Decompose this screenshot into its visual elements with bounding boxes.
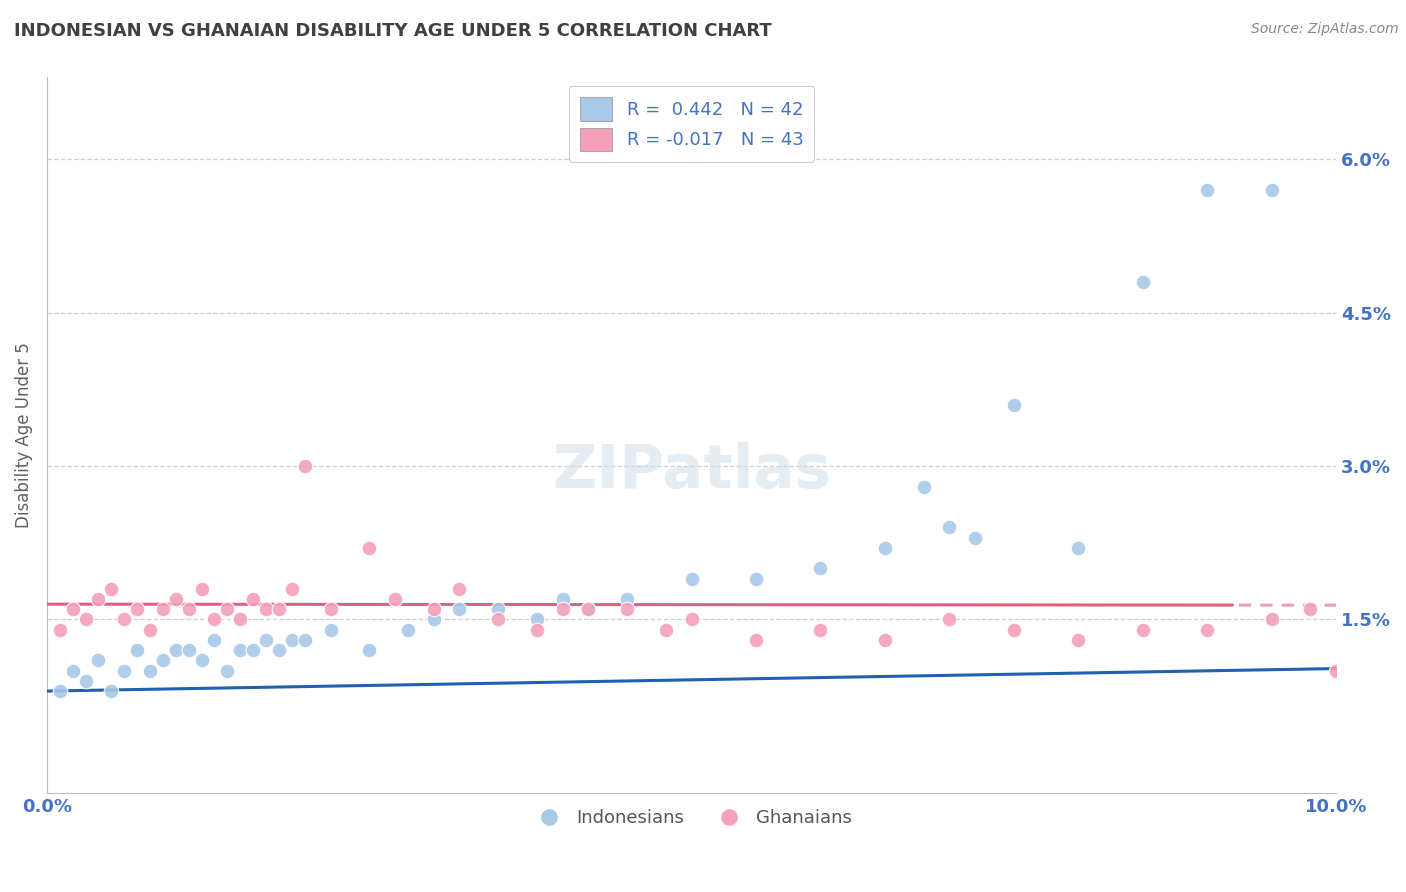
Y-axis label: Disability Age Under 5: Disability Age Under 5 [15,343,32,528]
Point [152,653,174,667]
Point [576,602,599,616]
Point [139,623,162,637]
Point [319,602,342,616]
Point [938,612,960,626]
Point [319,623,342,637]
Point [49,684,72,698]
Point [112,664,135,678]
Point [1067,541,1090,555]
Point [190,653,212,667]
Point [449,602,471,616]
Point [616,602,638,616]
Point [229,643,252,657]
Point [177,602,200,616]
Point [938,520,960,534]
Point [1197,623,1219,637]
Point [62,664,84,678]
Point [526,612,548,626]
Point [681,612,703,626]
Point [359,541,381,555]
Point [1197,183,1219,197]
Point [745,572,768,586]
Point [87,592,110,607]
Point [486,602,509,616]
Point [254,632,277,647]
Point [810,623,832,637]
Point [242,643,264,657]
Point [75,673,97,688]
Point [204,632,226,647]
Point [873,541,896,555]
Point [75,612,97,626]
Text: ZIPatlas: ZIPatlas [553,442,831,500]
Point [1002,623,1025,637]
Point [165,592,187,607]
Point [267,643,290,657]
Point [873,632,896,647]
Point [87,653,110,667]
Point [1067,632,1090,647]
Point [204,612,226,626]
Point [294,632,316,647]
Point [294,459,316,474]
Point [127,602,149,616]
Point [551,602,574,616]
Point [217,602,239,616]
Point [396,623,419,637]
Point [1260,183,1282,197]
Text: Source: ZipAtlas.com: Source: ZipAtlas.com [1251,22,1399,37]
Point [1132,275,1154,289]
Point [1324,664,1347,678]
Text: INDONESIAN VS GHANAIAN DISABILITY AGE UNDER 5 CORRELATION CHART: INDONESIAN VS GHANAIAN DISABILITY AGE UN… [14,22,772,40]
Point [229,612,252,626]
Point [1132,623,1154,637]
Point [810,561,832,575]
Point [267,602,290,616]
Point [281,632,304,647]
Point [100,684,122,698]
Point [359,643,381,657]
Point [190,582,212,596]
Point [384,592,406,607]
Point [127,643,149,657]
Point [422,602,444,616]
Point [281,582,304,596]
Point [165,643,187,657]
Point [576,602,599,616]
Point [551,592,574,607]
Point [139,664,162,678]
Point [449,582,471,596]
Legend: Indonesians, Ghanaians: Indonesians, Ghanaians [524,802,859,834]
Point [49,623,72,637]
Point [1002,398,1025,412]
Point [616,592,638,607]
Point [486,612,509,626]
Point [177,643,200,657]
Point [1299,602,1322,616]
Point [112,612,135,626]
Point [654,623,676,637]
Point [526,623,548,637]
Point [1260,612,1282,626]
Point [242,592,264,607]
Point [745,632,768,647]
Point [254,602,277,616]
Point [152,602,174,616]
Point [965,531,987,545]
Point [422,612,444,626]
Point [217,664,239,678]
Point [62,602,84,616]
Point [912,479,935,493]
Point [681,572,703,586]
Point [100,582,122,596]
